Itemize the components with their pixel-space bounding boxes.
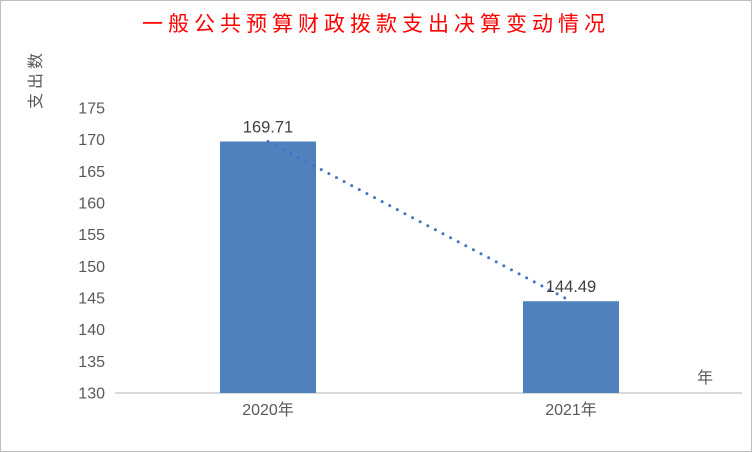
x-axis-unit-label: 年 xyxy=(697,369,713,387)
y-tick-label: 145 xyxy=(78,291,105,308)
y-tick-label: 135 xyxy=(78,354,105,371)
data-label: 144.49 xyxy=(546,278,596,296)
chart-title: 一般公共预算财政拨款支出决算变动情况 xyxy=(142,13,610,36)
trendline-dotted xyxy=(266,140,573,303)
y-tick-label: 150 xyxy=(78,259,105,276)
y-tick-label: 170 xyxy=(78,132,105,149)
y-tick-label: 140 xyxy=(78,322,105,339)
y-tick-label: 175 xyxy=(78,101,105,118)
bar-2020年 xyxy=(220,141,316,393)
data-label: 169.71 xyxy=(243,119,293,137)
bar-2021年 xyxy=(523,301,619,393)
y-tick-label: 130 xyxy=(78,386,105,403)
x-category-label: 2020年 xyxy=(242,401,294,419)
x-category-label: 2021年 xyxy=(545,401,597,419)
y-tick-label: 155 xyxy=(78,227,105,244)
y-axis-title: 支出数 xyxy=(28,49,45,110)
y-tick-label: 160 xyxy=(78,196,105,213)
y-tick-label: 165 xyxy=(78,164,105,181)
